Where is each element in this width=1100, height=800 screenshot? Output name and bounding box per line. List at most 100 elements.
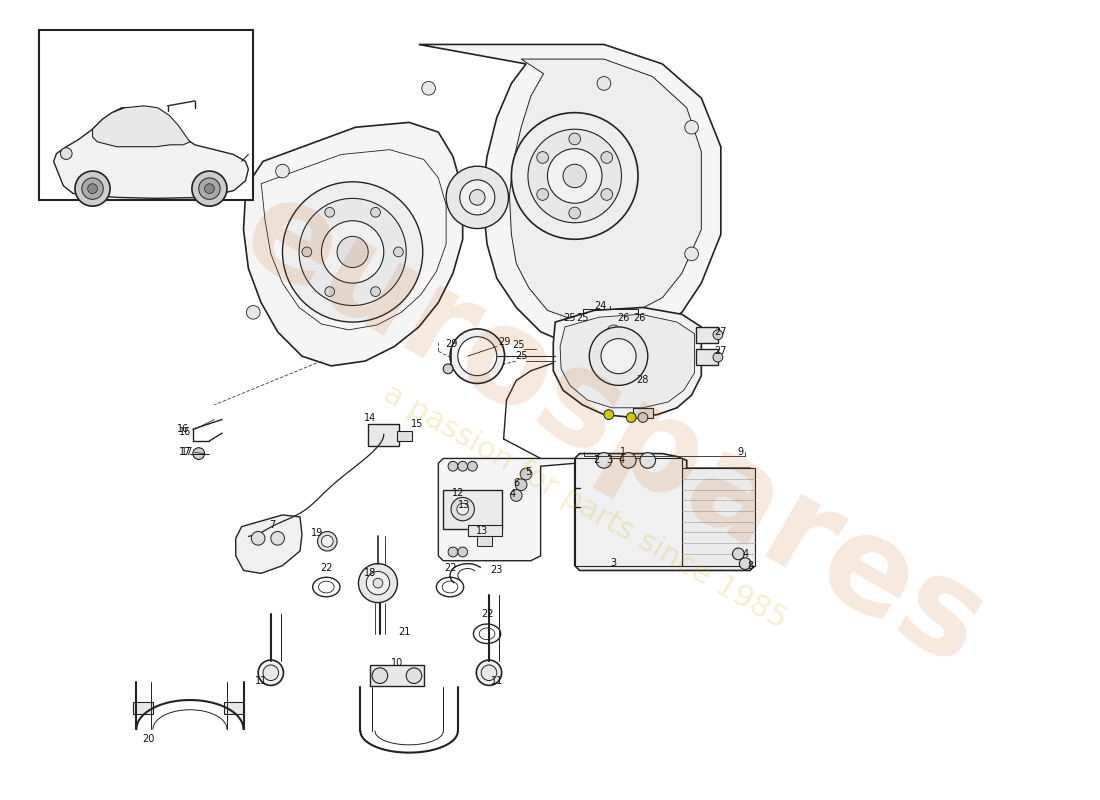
Circle shape: [450, 329, 505, 383]
Text: 11: 11: [255, 675, 267, 686]
Text: 26: 26: [632, 313, 646, 323]
Circle shape: [302, 247, 311, 257]
Circle shape: [443, 364, 453, 374]
Circle shape: [394, 247, 404, 257]
Circle shape: [640, 453, 656, 468]
Text: 4: 4: [618, 455, 625, 466]
Circle shape: [192, 448, 205, 459]
Bar: [242, 531, 263, 545]
Circle shape: [713, 330, 723, 340]
Circle shape: [324, 207, 334, 217]
Circle shape: [458, 337, 497, 376]
Circle shape: [563, 164, 586, 188]
Text: 17: 17: [179, 446, 191, 457]
Circle shape: [476, 660, 502, 686]
Circle shape: [373, 578, 383, 588]
Text: 8: 8: [747, 561, 754, 570]
Circle shape: [406, 668, 421, 683]
Circle shape: [81, 178, 103, 199]
Text: 25: 25: [576, 313, 588, 323]
Text: 13: 13: [458, 500, 470, 510]
Circle shape: [359, 564, 397, 602]
Circle shape: [448, 547, 458, 557]
Text: 11: 11: [491, 675, 503, 686]
Text: 15: 15: [410, 419, 424, 430]
Text: 22: 22: [443, 562, 456, 573]
Circle shape: [271, 531, 285, 545]
Text: 13: 13: [476, 526, 488, 535]
Circle shape: [685, 121, 698, 134]
Text: 29: 29: [444, 339, 458, 350]
Bar: [574, 458, 682, 566]
Circle shape: [537, 152, 549, 163]
Circle shape: [460, 180, 495, 215]
Circle shape: [590, 327, 648, 386]
Circle shape: [739, 558, 751, 570]
Bar: [468, 525, 502, 536]
Text: 1: 1: [620, 446, 627, 457]
Text: 27: 27: [715, 346, 727, 356]
Circle shape: [569, 133, 581, 145]
Text: 27: 27: [715, 327, 727, 337]
Text: 21: 21: [398, 627, 410, 637]
Text: 20: 20: [142, 734, 154, 744]
Text: 3: 3: [610, 558, 617, 568]
Text: 22: 22: [481, 610, 493, 619]
Text: 19: 19: [310, 529, 322, 538]
Circle shape: [276, 164, 289, 178]
Text: 28: 28: [637, 374, 649, 385]
Circle shape: [733, 548, 745, 560]
Bar: [368, 424, 399, 446]
Bar: [477, 536, 492, 546]
Bar: [397, 431, 412, 441]
Circle shape: [596, 453, 612, 468]
Text: 12: 12: [452, 487, 464, 498]
Text: a passion for parts since 1985: a passion for parts since 1985: [377, 379, 791, 635]
Text: 6: 6: [514, 478, 519, 488]
Text: 9: 9: [737, 446, 744, 457]
Circle shape: [685, 247, 698, 261]
Circle shape: [324, 286, 334, 297]
Text: 18: 18: [364, 568, 376, 578]
Polygon shape: [553, 307, 702, 418]
Text: 4: 4: [742, 549, 748, 559]
Circle shape: [246, 306, 260, 319]
Circle shape: [470, 190, 485, 205]
Circle shape: [520, 468, 532, 480]
Polygon shape: [438, 458, 574, 561]
Circle shape: [713, 352, 723, 362]
Bar: [39, 30, 253, 200]
Polygon shape: [54, 108, 249, 198]
Circle shape: [537, 189, 549, 200]
Circle shape: [607, 325, 620, 338]
Circle shape: [321, 535, 333, 547]
Text: 2: 2: [593, 455, 600, 466]
Bar: [133, 702, 153, 714]
Polygon shape: [560, 314, 694, 408]
Circle shape: [321, 221, 384, 283]
Text: 23: 23: [491, 566, 503, 575]
Circle shape: [638, 413, 648, 422]
Circle shape: [481, 334, 494, 348]
Text: 7: 7: [270, 520, 276, 530]
Circle shape: [258, 660, 284, 686]
Circle shape: [601, 152, 613, 163]
Circle shape: [421, 82, 436, 95]
Text: 16: 16: [179, 427, 191, 437]
Circle shape: [510, 490, 522, 502]
Text: 3: 3: [607, 455, 613, 466]
Polygon shape: [574, 454, 755, 570]
Circle shape: [548, 149, 602, 203]
Circle shape: [318, 531, 337, 551]
Circle shape: [448, 462, 458, 471]
Polygon shape: [92, 106, 190, 146]
Circle shape: [515, 479, 527, 490]
Polygon shape: [419, 45, 720, 346]
Text: 22: 22: [320, 562, 332, 573]
Bar: [224, 702, 243, 714]
Text: 5: 5: [525, 467, 531, 477]
Circle shape: [60, 148, 73, 159]
Circle shape: [456, 503, 469, 515]
Polygon shape: [243, 122, 463, 366]
Circle shape: [283, 182, 422, 322]
